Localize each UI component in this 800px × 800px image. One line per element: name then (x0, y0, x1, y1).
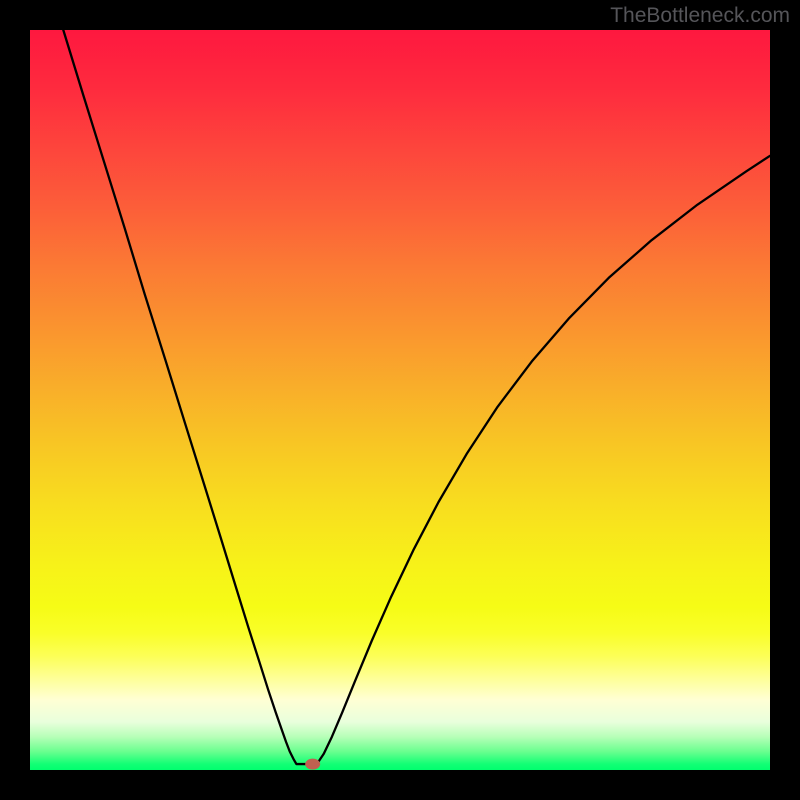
plot-background (30, 30, 770, 770)
bottleneck-chart (0, 0, 800, 800)
watermark-text: TheBottleneck.com (610, 4, 790, 28)
optimum-marker (305, 759, 320, 770)
